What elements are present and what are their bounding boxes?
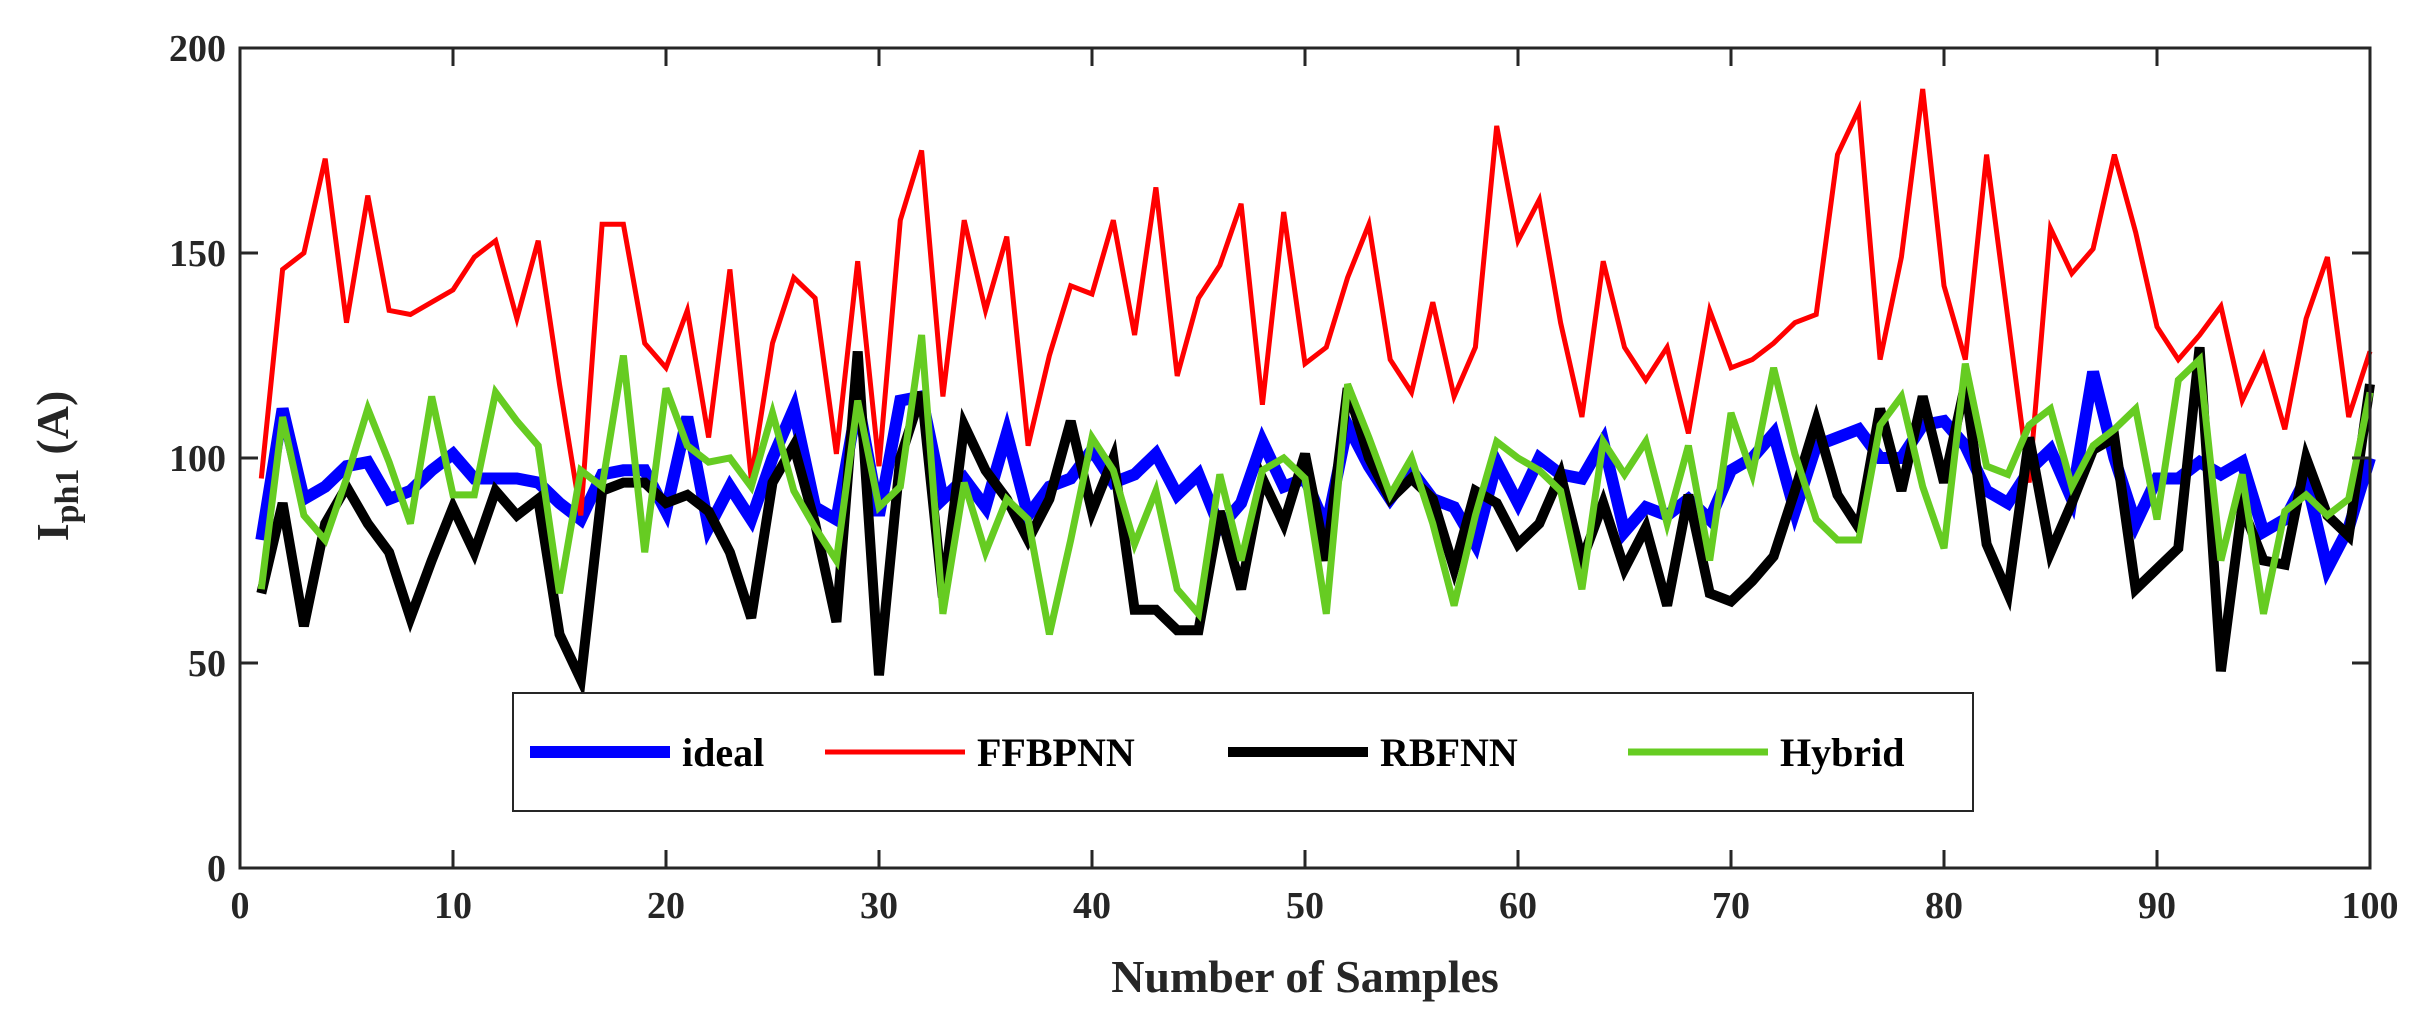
x-tick-label: 70 xyxy=(1712,885,1750,927)
y-axis-label-subscript: ph1 xyxy=(49,469,86,524)
x-tick-label: 60 xyxy=(1499,885,1537,927)
series-line-hybrid xyxy=(257,334,2374,636)
y-axis-label-main: I xyxy=(27,523,78,541)
x-tick-label: 90 xyxy=(2138,885,2176,927)
x-tick-label: 20 xyxy=(647,885,685,927)
x-tick-label: 30 xyxy=(860,885,898,927)
x-tick-label: 100 xyxy=(2342,885,2399,927)
series-line-ffbpnn xyxy=(258,88,2373,516)
x-tick-label: 0 xyxy=(231,885,250,927)
y-tick-label: 150 xyxy=(169,233,226,275)
y-axis-label-unit: (A) xyxy=(27,391,78,455)
y-tick-label: 0 xyxy=(207,848,226,890)
y-tick-label: 200 xyxy=(169,28,226,70)
y-tick-label: 100 xyxy=(169,438,226,480)
legend-label-ffbpnn: FFBPNN xyxy=(977,730,1135,775)
x-tick-label: 10 xyxy=(434,885,472,927)
x-tick-label: 80 xyxy=(1925,885,1963,927)
series-line-rbfnn xyxy=(256,346,2375,698)
series-layer xyxy=(255,88,2376,698)
legend-label-ideal: ideal xyxy=(682,730,764,775)
x-tick-label: 40 xyxy=(1073,885,1111,927)
y-tick-label: 50 xyxy=(188,643,226,685)
y-axis-label: Iph1 (A) xyxy=(27,391,86,542)
legend-label-hybrid: Hybrid xyxy=(1780,730,1904,775)
legend: ideal FFBPNN RBFNN Hybrid xyxy=(512,692,1974,812)
x-axis-label: Number of Samples xyxy=(1111,951,1499,1002)
axis-ticks: 0 10 20 30 40 50 60 70 80 90 100 0 50 100 150 200 xyxy=(169,28,2399,927)
x-tick-label: 50 xyxy=(1286,885,1324,927)
legend-label-rbfnn: RBFNN xyxy=(1380,730,1518,775)
